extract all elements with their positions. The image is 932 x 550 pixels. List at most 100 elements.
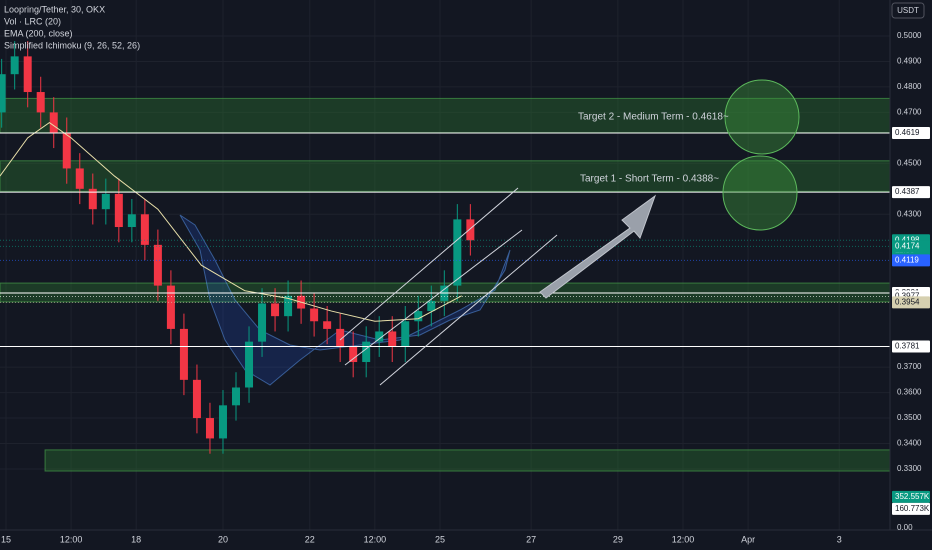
candle-body bbox=[336, 328, 345, 347]
candle-body bbox=[140, 214, 149, 245]
candle-body bbox=[375, 331, 384, 342]
candle-body bbox=[218, 405, 227, 439]
overlay bbox=[0, 121, 890, 347]
y-tick-label: 0.3400 bbox=[897, 439, 922, 448]
candle-body bbox=[75, 168, 84, 189]
x-tick-label: 12:00 bbox=[364, 534, 387, 544]
price-tag-label: 0.3781 bbox=[895, 342, 920, 351]
candle-body bbox=[245, 341, 254, 388]
candle-body bbox=[349, 346, 358, 363]
candle-body bbox=[258, 303, 267, 342]
arrow bbox=[539, 194, 657, 299]
candle-body bbox=[205, 418, 214, 439]
annotation: Target 1 - Short Term - 0.4388~ bbox=[580, 174, 719, 185]
price-tag bbox=[892, 127, 930, 140]
price-tag bbox=[892, 240, 930, 253]
y-tick-label: 0.4500 bbox=[897, 158, 922, 167]
candle-body bbox=[466, 219, 475, 241]
channel-line bbox=[344, 229, 523, 366]
candle-body bbox=[310, 308, 319, 322]
indicator: EMA (200, close) bbox=[4, 28, 73, 38]
candle-body bbox=[192, 379, 201, 419]
price-tag-label: 0.3954 bbox=[895, 298, 920, 307]
candle-body bbox=[414, 311, 423, 322]
x-tick-label: 29 bbox=[613, 534, 623, 544]
y-tick-label: 0.4800 bbox=[897, 82, 922, 91]
candle-body bbox=[166, 285, 175, 329]
x-tick-label: 12:00 bbox=[672, 534, 695, 544]
price-tag bbox=[892, 254, 930, 267]
ema-line bbox=[0, 121, 462, 322]
target-circle bbox=[722, 155, 798, 231]
x-tick-label: Apr bbox=[741, 534, 755, 544]
candle-body bbox=[284, 295, 293, 317]
candle-body bbox=[62, 132, 71, 169]
target-circle bbox=[724, 79, 800, 155]
candle-body bbox=[401, 321, 410, 347]
zone bbox=[0, 160, 891, 192]
price-tag-label: 352.557K bbox=[895, 492, 930, 501]
x-tick-label: 20 bbox=[218, 534, 228, 544]
indicator: Vol · LRC (20) bbox=[4, 16, 61, 26]
y-tick-label: 0.4300 bbox=[897, 209, 922, 218]
price-tag-label: 160.773K bbox=[895, 504, 930, 513]
x-tick-label: 27 bbox=[526, 534, 536, 544]
x-tick-label: 15 bbox=[1, 534, 11, 544]
annotation: Target 2 - Medium Term - 0.4618~ bbox=[578, 112, 729, 123]
price-tag-label: 0.3977 bbox=[895, 292, 920, 301]
candle-body bbox=[10, 56, 19, 75]
price-tag bbox=[892, 296, 930, 309]
x-tick-label: 25 bbox=[435, 534, 445, 544]
currency[interactable]: USDT bbox=[897, 6, 919, 15]
grid bbox=[0, 0, 890, 530]
y-tick-label: 0.3300 bbox=[897, 464, 922, 473]
y-tick-label: 0.3500 bbox=[897, 413, 922, 422]
x-tick-label: 3 bbox=[837, 534, 842, 544]
price-tag bbox=[892, 340, 930, 353]
chart-title: Loopring/Tether, 30, OKX bbox=[4, 4, 105, 14]
price-tag bbox=[892, 186, 930, 199]
price-tag-label: 0.4174 bbox=[895, 241, 920, 250]
x-tick-label: 12:00 bbox=[60, 534, 83, 544]
currency-box[interactable] bbox=[891, 2, 925, 19]
candle-body bbox=[114, 193, 123, 228]
y-tick-label: 0.4900 bbox=[897, 57, 922, 66]
x-tick-label: 22 bbox=[305, 534, 315, 544]
volume-tick-label: 0.00 bbox=[897, 523, 913, 532]
channel-line bbox=[339, 187, 519, 341]
candle-body bbox=[232, 387, 241, 406]
y-tick-label: 0.3700 bbox=[897, 362, 922, 371]
zone bbox=[44, 449, 891, 472]
zone bbox=[0, 97, 891, 134]
y-tick-label: 0.3600 bbox=[897, 388, 922, 397]
indicator: Simplified Ichimoku (9, 26, 52, 26) bbox=[4, 40, 140, 50]
price-tag-label: 0.4619 bbox=[895, 128, 920, 137]
axis-labels: 0.5000 0.4900 0.4800 0.4700 0.4500 0.4300 0.37… bbox=[1, 31, 930, 544]
candle-body bbox=[323, 321, 332, 329]
channel-line bbox=[379, 234, 558, 386]
price-axis bbox=[890, 0, 932, 550]
candle-body bbox=[0, 74, 6, 113]
y-tick-label: 0.5000 bbox=[897, 31, 922, 40]
x-tick-label: 18 bbox=[131, 534, 141, 544]
candle-body bbox=[101, 193, 110, 210]
price-tag-label: 0.4198 bbox=[895, 235, 920, 244]
candle-body bbox=[127, 214, 136, 228]
candle-body bbox=[88, 188, 97, 210]
price-tag bbox=[892, 490, 930, 503]
candle-body bbox=[49, 112, 58, 133]
price-tag bbox=[892, 502, 930, 515]
candle-body bbox=[427, 300, 436, 312]
candle-body bbox=[23, 56, 32, 93]
price-tag-label: 0.4119 bbox=[895, 255, 919, 264]
price-tag-label: 0.4387 bbox=[895, 187, 920, 196]
candle-body bbox=[362, 341, 371, 363]
candle-body bbox=[271, 303, 280, 317]
candle-body bbox=[388, 331, 397, 347]
y-tick-label: 0.4700 bbox=[897, 108, 922, 117]
candle-body bbox=[453, 219, 462, 286]
candle-body bbox=[179, 328, 188, 380]
candle-body bbox=[153, 244, 162, 286]
candle-body bbox=[36, 92, 45, 113]
